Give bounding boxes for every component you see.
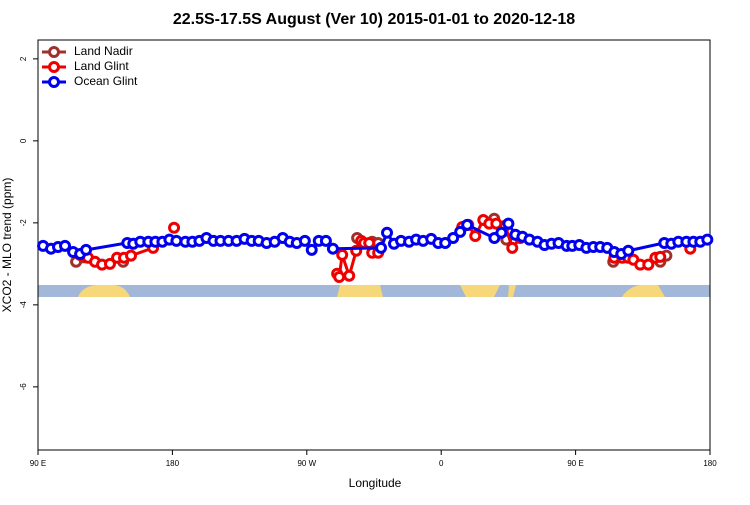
point bbox=[298, 234, 311, 247]
x-axis-label: Longitude bbox=[349, 476, 402, 490]
point bbox=[103, 257, 116, 270]
surface-strip bbox=[38, 285, 710, 297]
legend-marker bbox=[48, 46, 60, 58]
point bbox=[333, 270, 346, 283]
legend-label: Land Nadir bbox=[74, 44, 133, 58]
y-tick-label: -2 bbox=[19, 219, 28, 227]
x-tick-label: 90 E bbox=[30, 459, 46, 468]
point bbox=[454, 225, 467, 238]
point bbox=[336, 248, 349, 261]
point bbox=[168, 221, 181, 234]
point bbox=[502, 217, 515, 230]
point bbox=[622, 244, 635, 257]
y-tick-label: 2 bbox=[19, 56, 28, 61]
y-tick-label: -4 bbox=[19, 301, 28, 309]
point bbox=[461, 218, 474, 231]
point bbox=[59, 239, 72, 252]
point bbox=[495, 226, 508, 239]
point bbox=[654, 250, 667, 263]
point bbox=[642, 258, 655, 271]
chart-title: 22.5S-17.5S August (Ver 10) 2015-01-01 t… bbox=[173, 11, 575, 28]
x-tick-label: 180 bbox=[703, 459, 717, 468]
point bbox=[469, 229, 482, 242]
y-tick-label: 0 bbox=[19, 138, 28, 143]
y-tick-label: -6 bbox=[19, 383, 28, 391]
point bbox=[447, 232, 460, 245]
point bbox=[319, 234, 332, 247]
point bbox=[380, 226, 393, 239]
point bbox=[343, 269, 356, 282]
point bbox=[506, 241, 519, 254]
point bbox=[701, 233, 714, 246]
x-tick-label: 90 E bbox=[567, 459, 583, 468]
x-tick-label: 90 W bbox=[297, 459, 316, 468]
legend-marker bbox=[48, 61, 60, 73]
point bbox=[326, 242, 339, 255]
point bbox=[305, 243, 318, 256]
point bbox=[363, 236, 376, 249]
point bbox=[125, 249, 138, 262]
point bbox=[375, 241, 388, 254]
legend-label: Ocean Glint bbox=[74, 74, 138, 88]
legend-marker bbox=[48, 76, 60, 88]
legend-label: Land Glint bbox=[74, 59, 129, 73]
point bbox=[80, 243, 93, 256]
y-axis-label: XCO2 - MLO trend (ppm) bbox=[0, 178, 14, 313]
x-tick-label: 0 bbox=[439, 459, 444, 468]
x-tick-label: 180 bbox=[166, 459, 180, 468]
